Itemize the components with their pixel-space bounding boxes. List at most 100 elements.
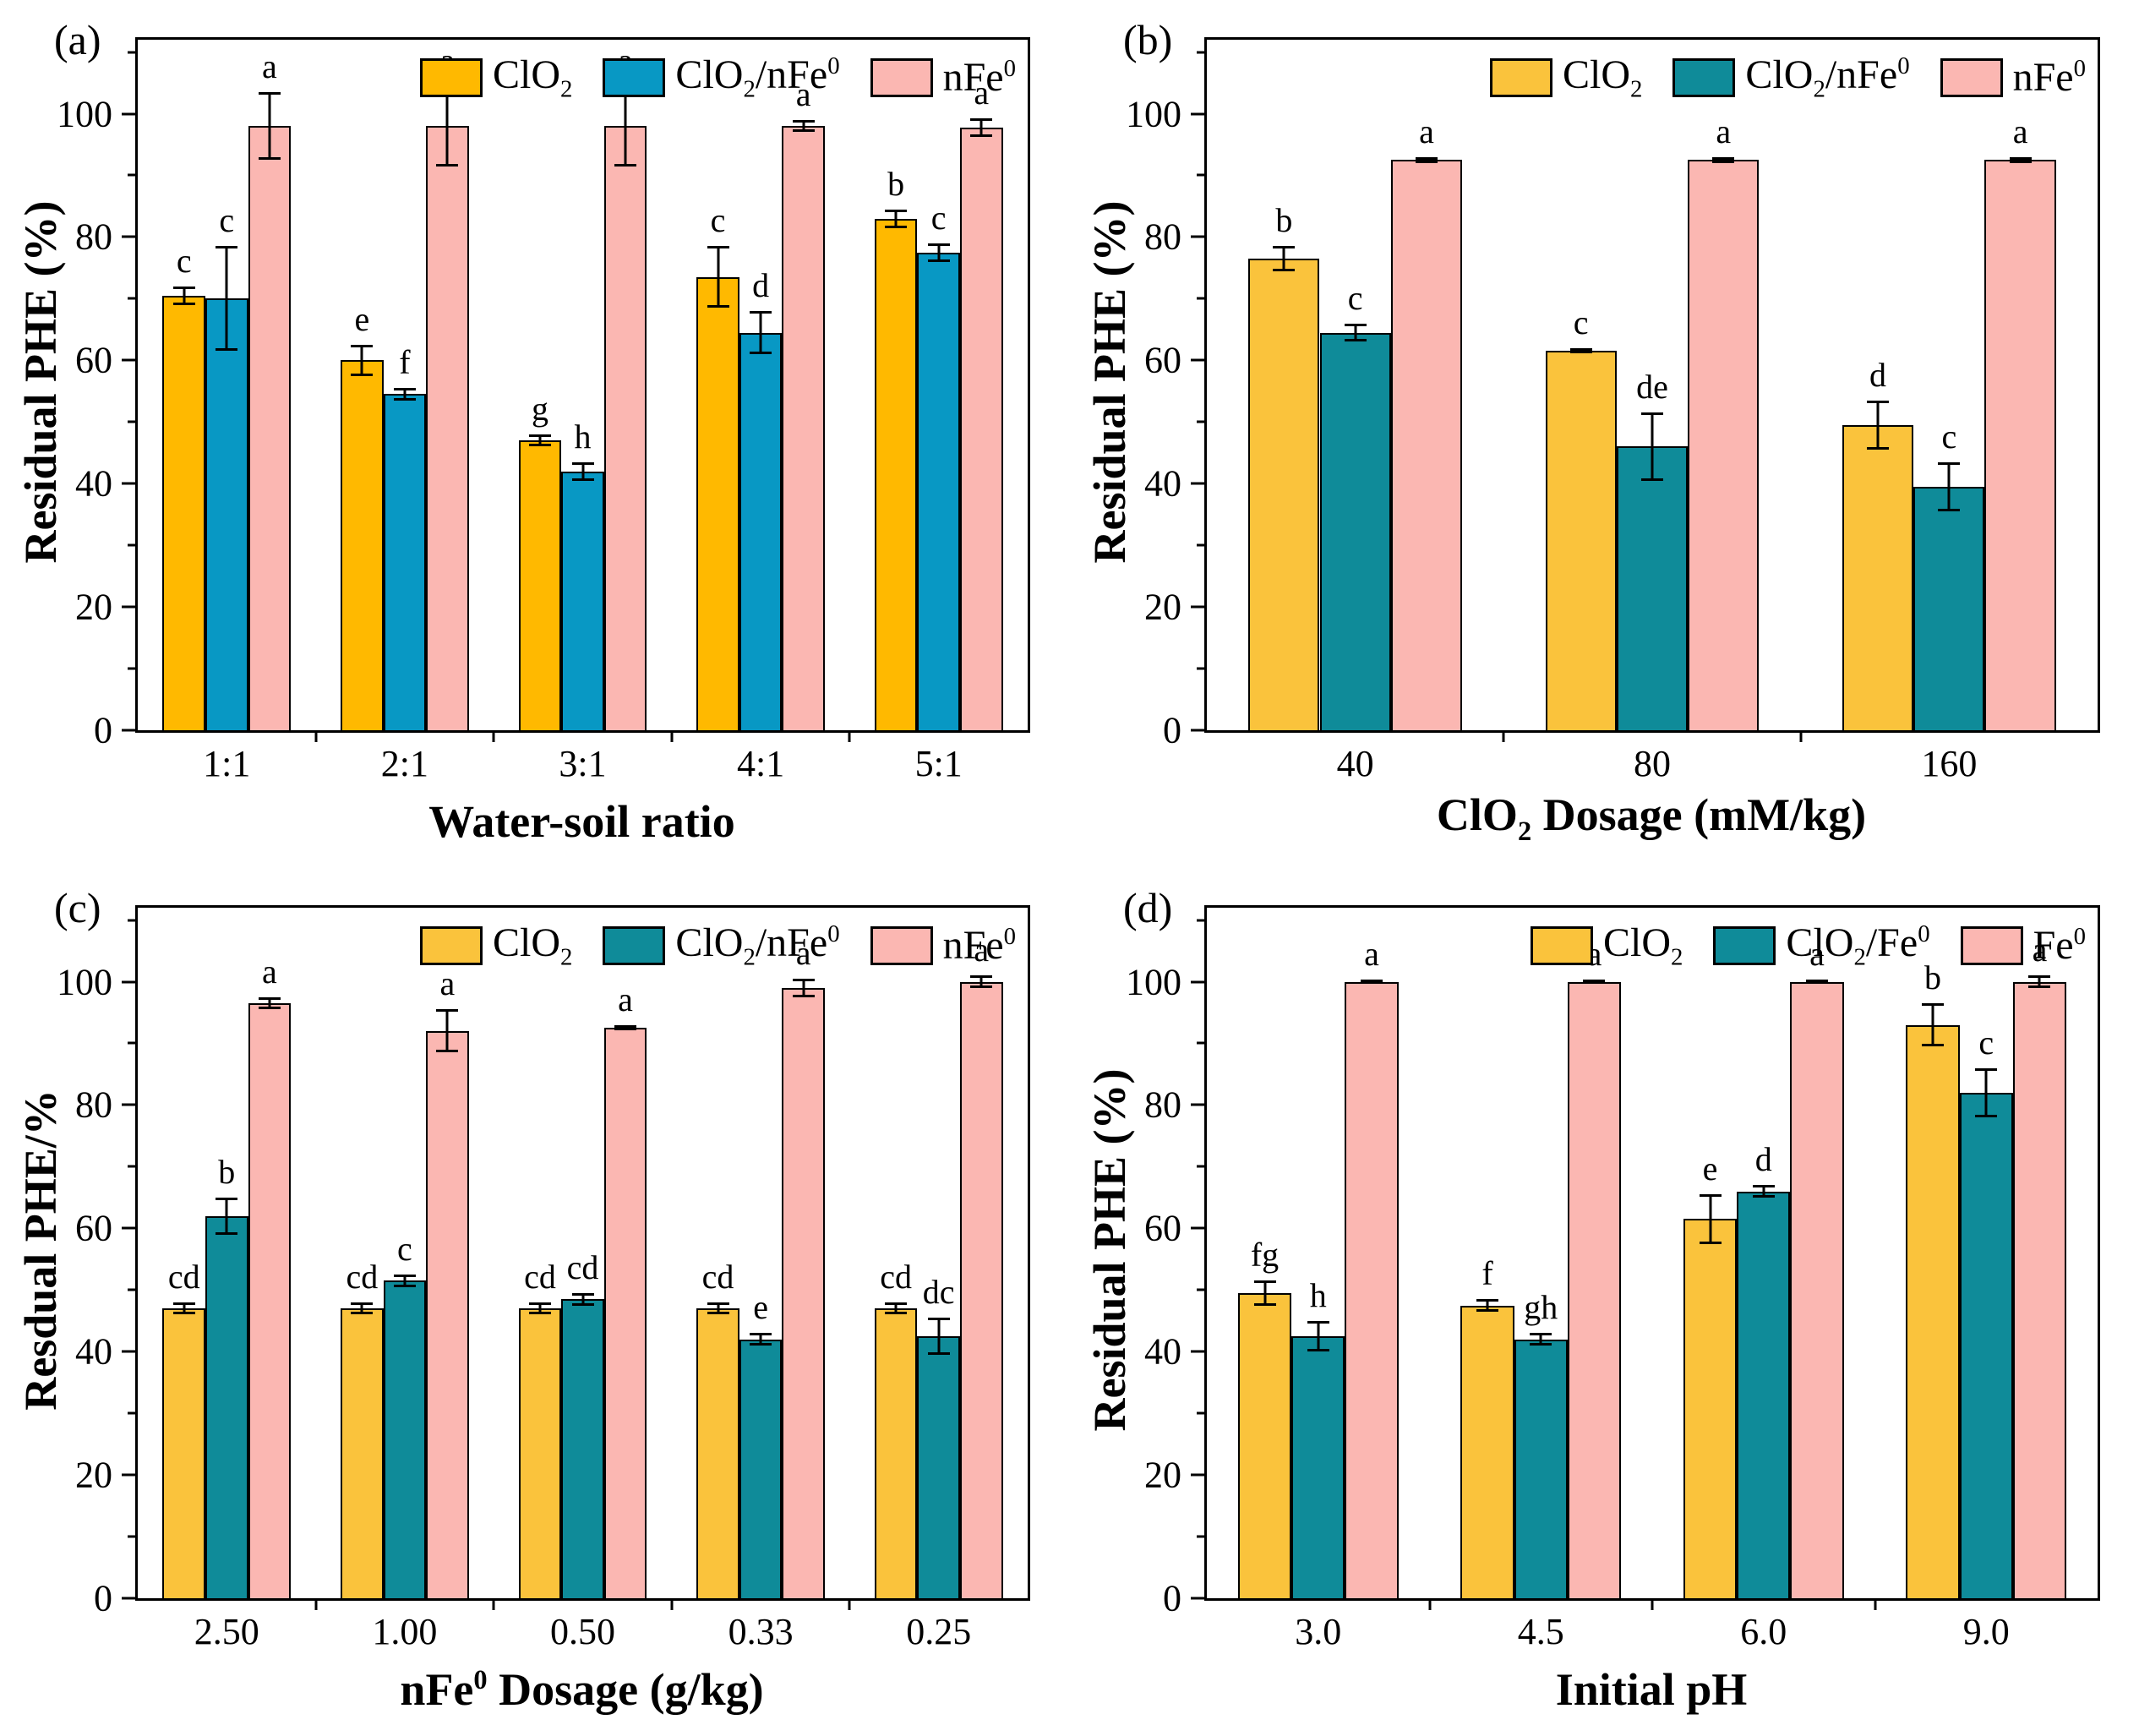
y-minor-tick bbox=[1197, 1165, 1204, 1168]
error-bar-cap-bottom bbox=[1938, 509, 1961, 512]
error-bar-cap-top bbox=[707, 1302, 729, 1305]
y-minor-tick bbox=[128, 919, 135, 922]
error-bar-cap-top bbox=[571, 461, 594, 465]
y-tick-label: 20 bbox=[75, 1454, 112, 1496]
error-bar-cap-bottom bbox=[351, 1312, 374, 1315]
y-tick-label: 60 bbox=[1144, 1207, 1181, 1249]
error-bar-line bbox=[445, 85, 449, 167]
error-bar-cap-top bbox=[571, 1292, 594, 1296]
y-minor-tick bbox=[1197, 919, 1204, 922]
bar bbox=[1545, 351, 1617, 730]
error-bar-cap-bottom bbox=[436, 1050, 459, 1053]
x-tick bbox=[314, 733, 318, 742]
error-bar-line bbox=[581, 461, 584, 481]
bar bbox=[1790, 981, 1844, 1598]
legend: ClO2 ClO2/nFe0 nFe0 bbox=[420, 52, 1016, 104]
legend-swatch bbox=[1960, 925, 2023, 965]
y-tick-label: 20 bbox=[1144, 586, 1181, 628]
significance-letter: c bbox=[397, 1230, 412, 1269]
y-tick-label: 40 bbox=[1144, 462, 1181, 505]
y-minor-tick bbox=[1197, 1535, 1204, 1538]
error-bar-line bbox=[894, 1302, 898, 1315]
legend: ClO2 ClO2/nFe0 nFe0 bbox=[420, 920, 1016, 972]
y-minor-tick bbox=[128, 1041, 135, 1045]
y-tick bbox=[122, 980, 135, 984]
y-minor-tick bbox=[1197, 1041, 1204, 1045]
bar bbox=[1514, 1339, 1568, 1598]
error-bar bbox=[1805, 979, 1828, 985]
legend-label: Fe0 bbox=[2033, 923, 2086, 969]
y-tick-label: 100 bbox=[1126, 93, 1181, 135]
error-bar-line bbox=[1709, 1194, 1711, 1244]
significance-letter: a bbox=[795, 74, 811, 113]
bar bbox=[1237, 1292, 1292, 1598]
error-bar-cap-bottom bbox=[885, 1312, 908, 1315]
error-bar-cap-top bbox=[927, 1318, 950, 1321]
bar bbox=[1460, 1305, 1514, 1598]
error-bar-line bbox=[759, 1333, 762, 1346]
bar bbox=[696, 276, 739, 730]
y-tick bbox=[1191, 729, 1204, 732]
error-bar-cap-bottom bbox=[970, 134, 993, 137]
error-bar-cap-bottom bbox=[614, 1028, 637, 1031]
y-tick-label: 60 bbox=[1144, 339, 1181, 381]
error-bar-cap-bottom bbox=[528, 444, 551, 447]
legend-label: ClO2 bbox=[493, 52, 573, 103]
bar bbox=[874, 1308, 918, 1598]
significance-letter: de bbox=[1636, 368, 1668, 407]
y-minor-tick bbox=[128, 173, 135, 177]
error-bar-cap-bottom bbox=[1699, 1241, 1722, 1244]
y-tick bbox=[1191, 1473, 1204, 1477]
error-bar-line bbox=[225, 246, 228, 352]
x-tick bbox=[848, 733, 851, 742]
error-bar-line bbox=[717, 1302, 720, 1315]
error-bar-line bbox=[360, 1302, 363, 1315]
y-minor-tick bbox=[1197, 173, 1204, 177]
y-tick bbox=[122, 482, 135, 485]
error-bar-cap-bottom bbox=[571, 1302, 594, 1306]
error-bar-cap-bottom bbox=[750, 1342, 772, 1346]
significance-letter: e bbox=[354, 300, 370, 339]
error-bar-line bbox=[268, 996, 271, 1010]
error-bar bbox=[1307, 1320, 1329, 1352]
x-category-label: 0.33 bbox=[728, 1611, 794, 1652]
y-tick bbox=[1191, 605, 1204, 609]
y-minor-tick bbox=[1197, 667, 1204, 670]
bar bbox=[248, 1003, 292, 1598]
error-bar-cap-top bbox=[750, 1333, 772, 1336]
significance-letter: c bbox=[219, 201, 235, 240]
error-bar bbox=[1699, 1194, 1722, 1244]
error-bar bbox=[393, 1275, 416, 1287]
error-bar-cap-top bbox=[1975, 1067, 1998, 1071]
bar bbox=[959, 127, 1003, 730]
error-bar-line bbox=[937, 1318, 941, 1355]
error-bar bbox=[216, 246, 238, 352]
error-bar-line bbox=[538, 1302, 542, 1315]
significance-letter: c bbox=[1941, 417, 1957, 456]
bar bbox=[162, 1308, 205, 1598]
error-bar bbox=[1360, 979, 1383, 985]
error-bar-cap-top bbox=[216, 1197, 238, 1200]
error-bar-cap-bottom bbox=[1752, 1194, 1775, 1198]
bar bbox=[1842, 424, 1914, 730]
error-bar-line bbox=[225, 1197, 228, 1235]
panel-label: (b) bbox=[1123, 16, 1173, 63]
error-bar-cap-bottom bbox=[216, 348, 238, 352]
legend-label: nFe0 bbox=[942, 923, 1016, 969]
y-tick bbox=[1191, 235, 1204, 238]
error-bar-line bbox=[1282, 246, 1285, 271]
legend-swatch bbox=[1490, 57, 1552, 97]
y-tick-label: 100 bbox=[57, 93, 112, 135]
significance-letter: fg bbox=[1250, 1236, 1280, 1275]
legend-label: ClO2/Fe0 bbox=[1786, 920, 1930, 971]
significance-letter: a bbox=[974, 73, 990, 112]
y-tick-label: 0 bbox=[94, 1577, 112, 1619]
significance-letter: dc bbox=[922, 1273, 955, 1312]
x-category-label: 40 bbox=[1336, 743, 1374, 784]
bar bbox=[917, 252, 960, 730]
significance-letter: b bbox=[218, 1152, 236, 1191]
legend-label: ClO2/nFe0 bbox=[675, 920, 840, 971]
x-category-label: 1.00 bbox=[372, 1611, 438, 1652]
bar bbox=[739, 1339, 783, 1598]
bar bbox=[1959, 1092, 2013, 1598]
